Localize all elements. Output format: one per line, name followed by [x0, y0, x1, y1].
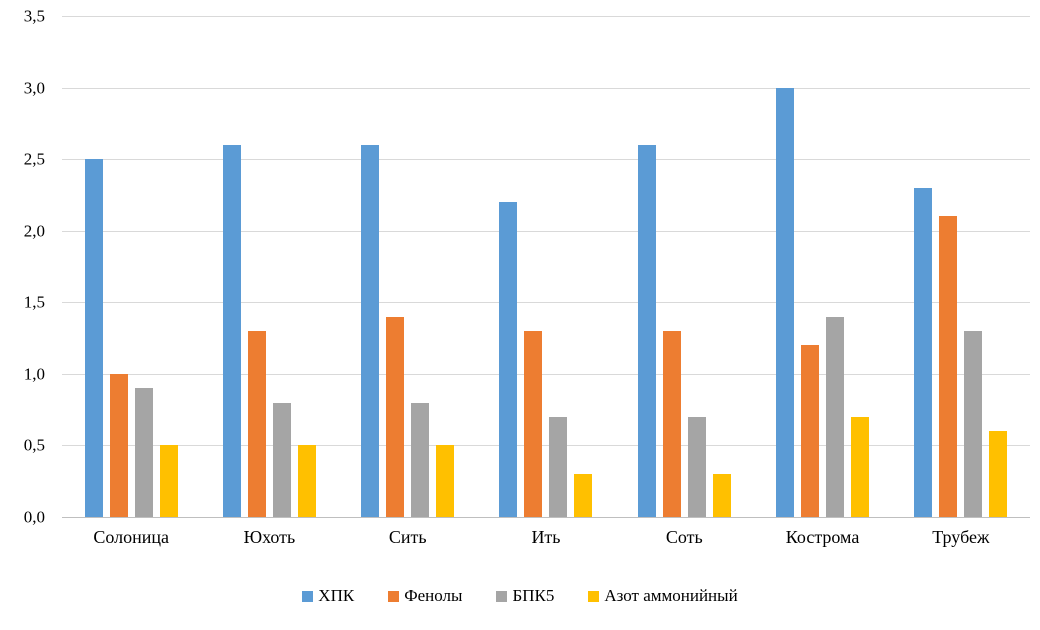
x-axis-labels: Солоница Юхоть Сить Ить Соть Кострома Трубеж	[62, 527, 1030, 548]
y-tick-label: 0,0	[23, 507, 45, 527]
x-axis-label: Юхоть	[243, 527, 296, 547]
bar-series-1	[109, 373, 128, 517]
bar-series-3	[989, 431, 1008, 517]
legend-item: Фенолы	[388, 586, 462, 606]
gridline	[62, 16, 1030, 17]
bar-group	[62, 16, 200, 517]
x-axis-line	[62, 517, 1030, 518]
bar-series-3	[712, 474, 731, 517]
bar-group	[477, 16, 615, 517]
legend-label: Фенолы	[404, 586, 463, 605]
bar-series-2	[964, 330, 983, 517]
bar-series-2	[411, 402, 430, 517]
bar-series-0	[499, 202, 518, 517]
plot-area	[62, 16, 1030, 518]
x-axis-label: Кострома	[785, 527, 860, 547]
bar-series-3	[436, 445, 455, 517]
bar-series-0	[637, 144, 656, 517]
legend-item: Азот аммонийный	[588, 586, 738, 606]
bar-series-1	[662, 330, 681, 517]
bar-series-3	[159, 445, 178, 517]
bar-group	[615, 16, 753, 517]
x-axis-label: Сить	[388, 527, 427, 547]
x-axis-label: Ить	[531, 527, 561, 547]
legend-swatch-icon	[496, 590, 508, 602]
legend-swatch-icon	[302, 590, 314, 602]
y-tick-label: 2,5	[23, 149, 45, 169]
bar-series-0	[914, 187, 933, 517]
x-axis-label: Солоница	[93, 527, 169, 547]
gridline	[62, 373, 1030, 375]
x-axis-label: Соть	[665, 527, 703, 547]
bar-series-0	[84, 159, 103, 517]
y-tick-label: 3,5	[23, 6, 45, 26]
gridline	[62, 302, 1030, 304]
bar-series-1	[386, 316, 405, 517]
bar-group	[753, 16, 891, 517]
legend-swatch-icon	[588, 590, 600, 602]
bar-series-2	[826, 316, 845, 517]
y-tick-label: 0,5	[23, 435, 45, 455]
bar-series-1	[247, 330, 266, 517]
bar-series-2	[549, 416, 568, 517]
legend-swatch-icon	[388, 590, 400, 602]
bar-series-3	[297, 445, 316, 517]
gridline	[62, 87, 1030, 89]
bar-series-2	[687, 416, 706, 517]
bar-group	[339, 16, 477, 517]
legend-label: Азот аммонийный	[604, 586, 738, 605]
bar-series-2	[134, 388, 153, 517]
y-axis-labels: 0,0 0,5 1,0 1,5 2,0 2,5 3,0 3,5	[0, 0, 45, 630]
legend-label: ХПК	[318, 586, 355, 605]
bar-group	[200, 16, 338, 517]
bar-series-3	[851, 416, 870, 517]
bar-series-1	[524, 330, 543, 517]
legend: ХПК Фенолы БПК5 Азот аммонийный	[0, 586, 1040, 606]
bar-series-0	[776, 87, 795, 517]
bar-series-1	[801, 345, 820, 517]
gridline	[62, 159, 1030, 161]
y-tick-label: 1,0	[23, 364, 45, 384]
bar-series-0	[222, 144, 241, 517]
bar-series-2	[272, 402, 291, 517]
bar-group	[892, 16, 1030, 517]
y-tick-label: 1,5	[23, 292, 45, 312]
bar-series-3	[574, 474, 593, 517]
legend-item: БПК5	[496, 586, 554, 606]
legend-item: ХПК	[302, 586, 354, 606]
bar-series-0	[361, 144, 380, 517]
legend-label: БПК5	[512, 586, 555, 605]
y-tick-label: 2,0	[23, 221, 45, 241]
x-axis-label: Трубеж	[932, 527, 990, 547]
y-tick-label: 3,0	[23, 78, 45, 98]
bar-groups	[62, 16, 1030, 517]
gridline	[62, 445, 1030, 447]
gridline	[62, 230, 1030, 232]
bar-series-1	[939, 216, 958, 517]
